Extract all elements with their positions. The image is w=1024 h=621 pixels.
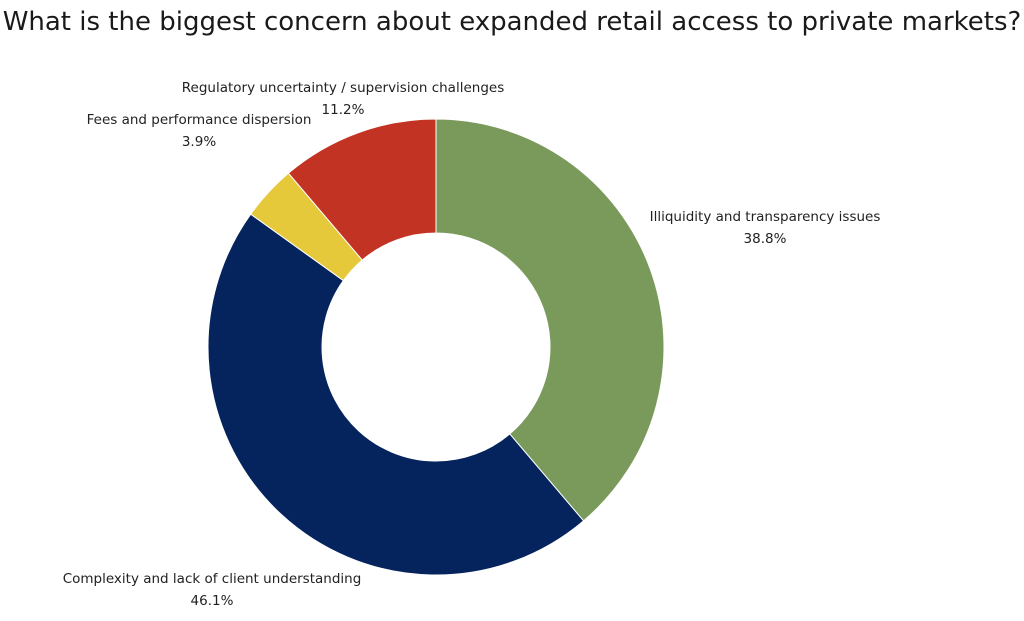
slice-label-1: Illiquidity and transparency issues [650, 209, 881, 225]
slice-label-2: Complexity and lack of client understand… [63, 571, 362, 587]
slice-label-4: Regulatory uncertainty / supervision cha… [182, 80, 504, 96]
slice-1 [435, 118, 665, 522]
slices-group [207, 118, 665, 576]
slice-label-3: Fees and performance dispersion [87, 112, 312, 128]
slice-2 [207, 213, 585, 576]
labels-group: Illiquidity and transparency issues 38.8%… [63, 80, 881, 609]
chart-title: What is the biggest concern about expand… [2, 7, 1022, 37]
slice-value-label-3: 3.9% [182, 134, 216, 150]
slice-value-label-1: 38.8% [744, 231, 787, 247]
slice-value-label-2: 46.1% [191, 593, 234, 609]
slice-value-label-4: 11.2% [322, 102, 365, 118]
slice-4 [287, 118, 437, 261]
